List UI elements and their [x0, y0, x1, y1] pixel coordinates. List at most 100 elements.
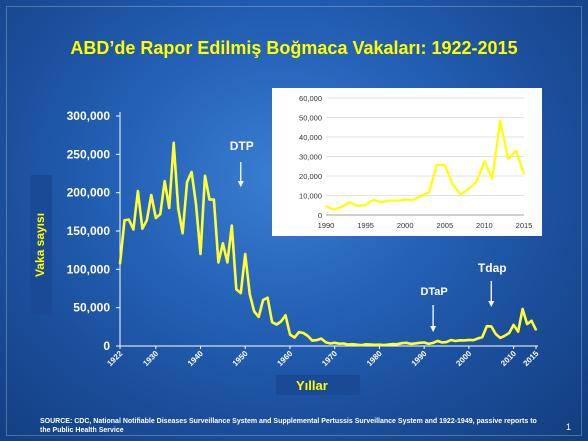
inset-data-point — [348, 201, 351, 203]
y-tick-label: 50,000 — [73, 301, 110, 315]
data-point — [374, 343, 376, 346]
data-point — [329, 342, 332, 345]
data-point — [141, 227, 144, 230]
data-point — [213, 198, 215, 201]
data-point — [391, 343, 394, 345]
data-point — [347, 343, 350, 346]
x-tick-label: 1980 — [365, 349, 384, 368]
inset-data-point — [483, 160, 486, 163]
data-point — [266, 296, 269, 299]
inset-data-point — [333, 208, 335, 211]
series-line — [118, 141, 538, 347]
data-point — [521, 308, 524, 310]
inset-data-point — [523, 173, 525, 175]
inset-data-point — [380, 201, 383, 204]
data-point — [190, 171, 193, 173]
inset-data-point — [475, 181, 478, 183]
data-point — [320, 337, 323, 340]
x-axis-label: Yıllar — [296, 378, 328, 393]
inset-x-tick-label: 2000 — [397, 221, 414, 230]
inset-plot-area: 0 10,000 20,000 30,000 40,000 50,000 60,000 199… — [272, 88, 542, 236]
inset-chart: 0 10,000 20,000 30,000 40,000 50,000 60,000 199… — [272, 88, 542, 236]
inset-series-line — [325, 119, 526, 211]
annotation-label: Tdap — [478, 261, 507, 275]
inset-data-point — [356, 205, 359, 207]
data-point — [248, 292, 251, 295]
inset-data-point — [444, 164, 446, 166]
data-point — [360, 344, 363, 347]
x-tick-label: 1960 — [275, 349, 294, 368]
data-point — [257, 315, 260, 318]
data-point — [490, 325, 493, 328]
data-point — [338, 342, 341, 345]
data-point — [342, 342, 345, 345]
inset-x-tick-label: 2010 — [476, 221, 493, 230]
data-point — [383, 344, 385, 346]
data-point — [128, 218, 130, 221]
inset-y-tick-label: 30,000 — [299, 153, 322, 162]
data-point — [132, 228, 135, 231]
inset-data-point — [388, 199, 391, 202]
data-point — [186, 181, 188, 183]
data-point — [226, 261, 229, 264]
x-tick-label: 1950 — [231, 349, 250, 368]
inset-y-tick-label: 60,000 — [299, 94, 322, 103]
main-plot-area: 0 50,000 100,000 150,000 200,000 250,000 300,0… — [67, 109, 541, 368]
data-point — [365, 343, 367, 346]
data-point — [172, 141, 175, 144]
data-point — [195, 203, 197, 206]
data-point — [396, 343, 399, 346]
data-point — [535, 329, 537, 331]
data-point — [400, 342, 403, 345]
inset-data-point — [451, 183, 454, 186]
inset-data-point — [420, 195, 422, 197]
data-point — [177, 207, 180, 209]
slide-frame — [6, 6, 582, 436]
data-point — [476, 337, 479, 340]
x-tick-label: 2000 — [454, 349, 473, 368]
data-point — [230, 224, 233, 227]
data-point — [306, 335, 309, 337]
data-point — [432, 341, 435, 344]
data-point — [409, 342, 412, 345]
data-point — [275, 323, 278, 326]
inset-x-tick-label: 2005 — [436, 221, 453, 230]
data-point — [405, 341, 408, 344]
inset-x-tick-label: 1995 — [357, 221, 374, 230]
data-point — [499, 337, 502, 339]
data-point — [199, 253, 202, 255]
data-point — [315, 339, 318, 341]
data-point — [262, 299, 265, 301]
inset-data-point — [491, 177, 494, 180]
data-point — [441, 341, 443, 344]
y-tick-label: 100,000 — [67, 262, 111, 276]
data-point — [517, 330, 520, 333]
data-point — [204, 174, 206, 177]
data-point — [436, 340, 439, 342]
data-point — [168, 207, 171, 209]
inset-data-point — [325, 205, 327, 207]
inset-data-point — [428, 191, 430, 194]
data-point — [459, 339, 461, 342]
inset-data-point — [404, 198, 406, 201]
data-point — [284, 314, 287, 317]
data-point — [530, 319, 533, 322]
inset-data-point — [507, 158, 509, 161]
data-point — [508, 332, 511, 334]
data-point — [221, 242, 224, 245]
data-point — [217, 261, 220, 264]
data-point — [235, 288, 238, 291]
data-point — [418, 341, 421, 344]
data-point — [472, 339, 475, 342]
data-point — [414, 342, 417, 345]
data-point — [145, 219, 148, 222]
slide-number: 1 — [566, 422, 572, 432]
x-tick-label: 2015 — [521, 349, 540, 368]
x-tick-label: 2010 — [499, 349, 518, 368]
data-point — [150, 194, 153, 196]
chart-title: ABD’de Rapor Edilmiş Boğmaca Vakaları: 1… — [70, 38, 518, 58]
inset-y-tick-label: 10,000 — [299, 192, 322, 201]
data-point — [454, 340, 457, 342]
data-point — [369, 343, 372, 346]
